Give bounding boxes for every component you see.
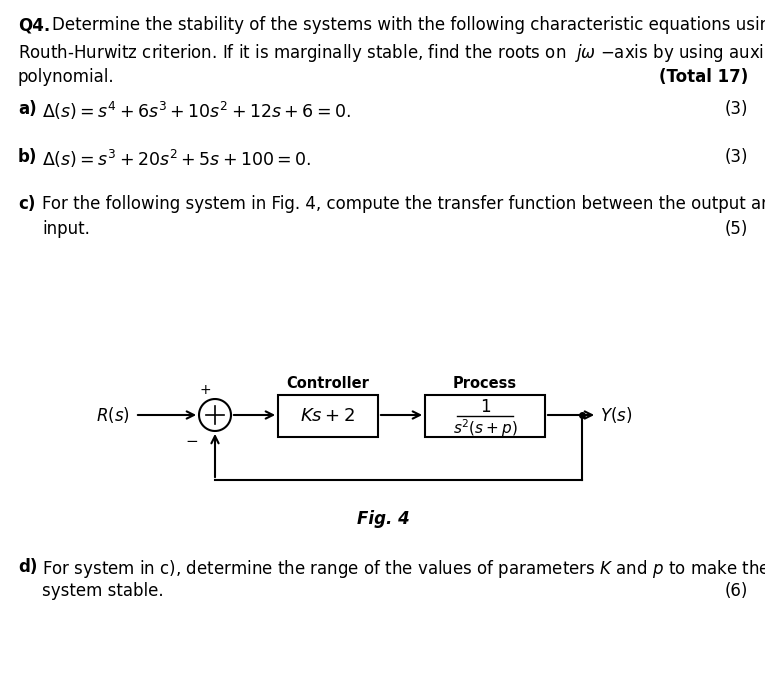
Text: b): b) xyxy=(18,148,37,166)
Text: $\Delta(s) = s^3 + 20s^2 + 5s + 100 = 0.$: $\Delta(s) = s^3 + 20s^2 + 5s + 100 = 0.… xyxy=(42,148,311,170)
Text: (6): (6) xyxy=(724,582,748,600)
Text: d): d) xyxy=(18,558,37,576)
Text: $s^2(s+p)$: $s^2(s+p)$ xyxy=(453,417,517,439)
Text: Controller: Controller xyxy=(287,376,369,391)
Text: Determine the stability of the systems with the following characteristic equatio: Determine the stability of the systems w… xyxy=(52,16,765,34)
Text: system stable.: system stable. xyxy=(42,582,164,600)
Text: $Ks+2$: $Ks+2$ xyxy=(301,407,356,425)
Text: For system in c), determine the range of the values of parameters $K$ and $p$ to: For system in c), determine the range of… xyxy=(42,558,765,580)
Text: $Y(s)$: $Y(s)$ xyxy=(600,405,633,425)
Text: c): c) xyxy=(18,195,35,213)
Text: (3): (3) xyxy=(724,100,748,118)
Text: (3): (3) xyxy=(724,148,748,166)
Text: (Total 17): (Total 17) xyxy=(659,68,748,86)
Text: polynomial.: polynomial. xyxy=(18,68,115,86)
Text: a): a) xyxy=(18,100,37,118)
Text: Q4.: Q4. xyxy=(18,16,50,34)
Text: (5): (5) xyxy=(724,220,748,238)
Text: Fig. 4: Fig. 4 xyxy=(356,510,409,528)
Text: For the following system in Fig. 4, compute the transfer function between the ou: For the following system in Fig. 4, comp… xyxy=(42,195,765,213)
Text: 1: 1 xyxy=(480,398,490,416)
Text: $\Delta(s) = s^4 + 6s^3 + 10s^2 + 12s + 6 = 0.$: $\Delta(s) = s^4 + 6s^3 + 10s^2 + 12s + … xyxy=(42,100,351,122)
Text: +: + xyxy=(200,383,212,397)
Text: Process: Process xyxy=(453,376,517,391)
Text: $R(s)$: $R(s)$ xyxy=(96,405,130,425)
Text: $-$: $-$ xyxy=(185,432,198,447)
Text: Routh-Hurwitz criterion. If it is marginally stable, find the roots on  $j\omega: Routh-Hurwitz criterion. If it is margin… xyxy=(18,42,765,64)
Text: input.: input. xyxy=(42,220,90,238)
